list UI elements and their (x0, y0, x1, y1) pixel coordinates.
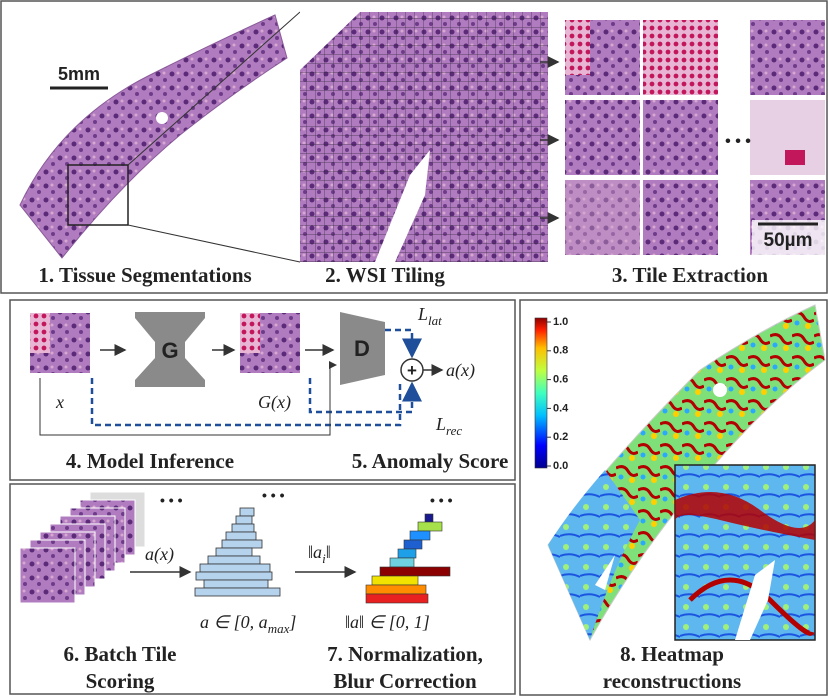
step-caption: 4. Model Inference (66, 449, 234, 473)
subscript: rec (446, 423, 462, 438)
tile-grid (300, 12, 548, 262)
zoom-line (128, 225, 300, 262)
step-caption: reconstructions (603, 669, 741, 693)
latent-loss: Llat (417, 304, 442, 328)
colorbar-tick-label: 0.2 (553, 431, 568, 443)
text: ‖ (326, 542, 331, 562)
reconstruction-loss-path (310, 378, 412, 412)
colorbar-tick-label: 0.4 (553, 402, 569, 414)
norm-label: ‖ai‖ (308, 542, 331, 566)
ellipsis: • • • (262, 487, 285, 503)
discriminator-label: D (354, 336, 370, 361)
heatmap-hole (713, 383, 727, 397)
colorbar-ticks: 1.0 0.8 0.6 0.4 0.2 0.0 (547, 316, 569, 472)
ellipsis: • • • (430, 492, 453, 508)
step-caption: 6. Batch Tile (64, 642, 177, 666)
input-label: x (55, 392, 64, 412)
scale-label: 5mm (58, 64, 100, 84)
norm-range-label: ‖a‖ ∈ [0, 1] (345, 612, 430, 632)
step-caption: 7. Normalization, (327, 642, 483, 666)
step-caption: 1. Tissue Segmentations (38, 263, 251, 287)
normalized-bars (366, 514, 450, 603)
generator-label: G (161, 338, 178, 363)
input-tile-detail (30, 313, 50, 353)
subscript: lat (428, 313, 442, 328)
colorbar-tick-label: 0.8 (553, 345, 568, 357)
reconstruction-loss: Lrec (435, 414, 462, 438)
latent-loss-path (385, 330, 412, 356)
step-caption: 2. WSI Tiling (325, 263, 445, 287)
tissue-slide (20, 15, 287, 258)
tiles (565, 20, 825, 255)
text: ‖a (308, 542, 322, 562)
colorbar-tick-label: 0.6 (553, 374, 568, 386)
colorbar-tick-label: 1.0 (553, 316, 568, 328)
range-label: a ∈ [0, amax] (200, 612, 296, 636)
anomaly-score: a(x) (446, 360, 475, 381)
subscript: max (268, 621, 290, 636)
step-caption: Scoring (86, 669, 155, 693)
step-caption: 3. Tile Extraction (612, 263, 768, 287)
step-caption: 8. Heatmap (620, 642, 724, 666)
sum-symbol: + (407, 361, 417, 380)
step-caption: 5. Anomaly Score (352, 449, 509, 473)
symbol: L (435, 414, 446, 434)
text: a ∈ [0, a (200, 612, 268, 632)
score-bars (195, 508, 280, 596)
tile-batch (20, 492, 145, 603)
tissue-hole (156, 112, 168, 124)
score-label: a(x) (145, 544, 174, 565)
reconstruction-tile-detail (240, 313, 260, 353)
figure: 5mm • • • 50µm 1. Tissue Segmentations 2… (0, 0, 828, 697)
text: ] (288, 612, 296, 632)
ellipsis: • • • (725, 133, 751, 150)
colorbar-tick-label: 0.0 (553, 460, 568, 472)
step-caption: Blur Correction (333, 669, 477, 693)
ellipsis: • • • (160, 492, 183, 508)
scale-label: 50µm (764, 230, 813, 251)
colorbar (535, 318, 547, 468)
reconstruction-label: G(x) (258, 392, 291, 413)
symbol: L (417, 304, 428, 324)
